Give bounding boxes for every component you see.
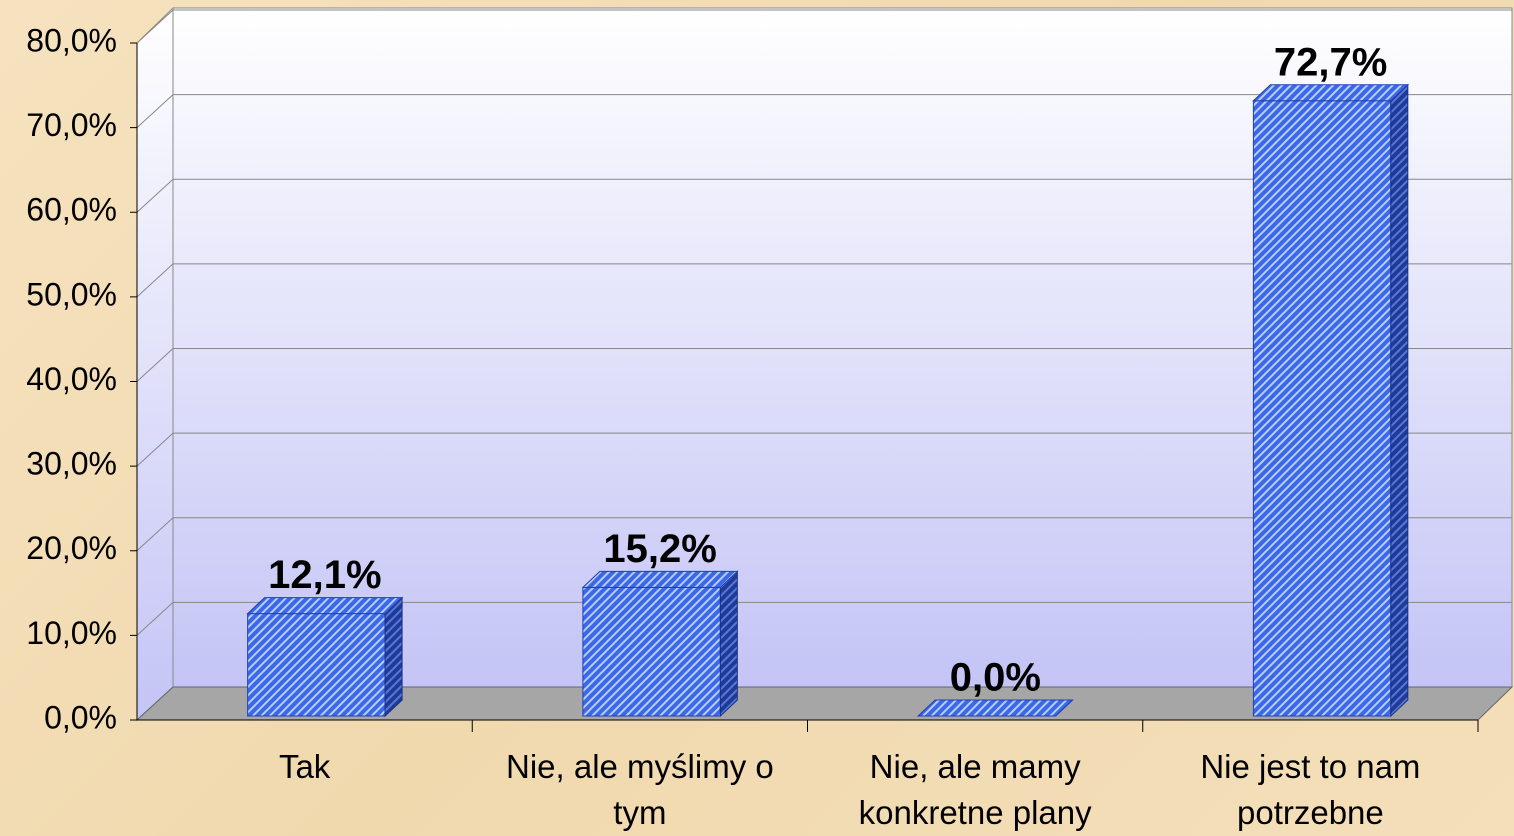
y-tick-label: 70,0% — [26, 107, 117, 143]
y-tick-label: 40,0% — [26, 361, 117, 397]
value-label: 0,0% — [950, 656, 1041, 700]
grid-line — [136, 263, 1512, 298]
bar-top — [1252, 84, 1410, 102]
bar-front — [247, 613, 386, 717]
grid-line — [136, 9, 1512, 44]
bar — [581, 570, 739, 718]
y-tick-label: 30,0% — [26, 446, 117, 482]
x-tick-label: Nie, ale mamy konkretne plany — [858, 748, 1092, 831]
y-tick-label: 10,0% — [26, 615, 117, 651]
grid-line — [136, 94, 1512, 128]
x-tick-label: Nie, ale myślimy o tym — [506, 748, 774, 831]
y-tick-label: 0,0% — [44, 699, 117, 735]
bar-top — [246, 597, 404, 615]
value-label: 15,2% — [603, 527, 716, 571]
grid-line — [136, 517, 1512, 552]
grid-line — [136, 432, 1512, 467]
x-tick-label: Nie jest to nam potrzebne — [1200, 748, 1421, 831]
y-tick-label: 80,0% — [26, 22, 117, 58]
grid-line — [136, 348, 1512, 382]
side-wall — [136, 6, 174, 722]
bar-side — [1390, 83, 1409, 718]
bar-top — [581, 570, 739, 588]
bar-front — [1252, 100, 1392, 717]
value-label: 72,7% — [1274, 40, 1387, 84]
bar-side — [384, 596, 403, 718]
bar-side — [719, 570, 738, 718]
x-tick-label: Tak — [278, 748, 331, 785]
bar — [1252, 83, 1410, 718]
grid-line — [136, 178, 1512, 213]
bar — [916, 699, 1074, 717]
bar-top — [916, 699, 1074, 717]
value-label: 12,1% — [268, 553, 381, 597]
y-tick-label: 20,0% — [26, 530, 117, 566]
y-tick-label: 60,0% — [26, 192, 117, 228]
bar — [246, 596, 404, 718]
grid-line — [136, 601, 1512, 636]
bar-front — [582, 586, 721, 717]
y-tick-label: 50,0% — [26, 276, 117, 312]
